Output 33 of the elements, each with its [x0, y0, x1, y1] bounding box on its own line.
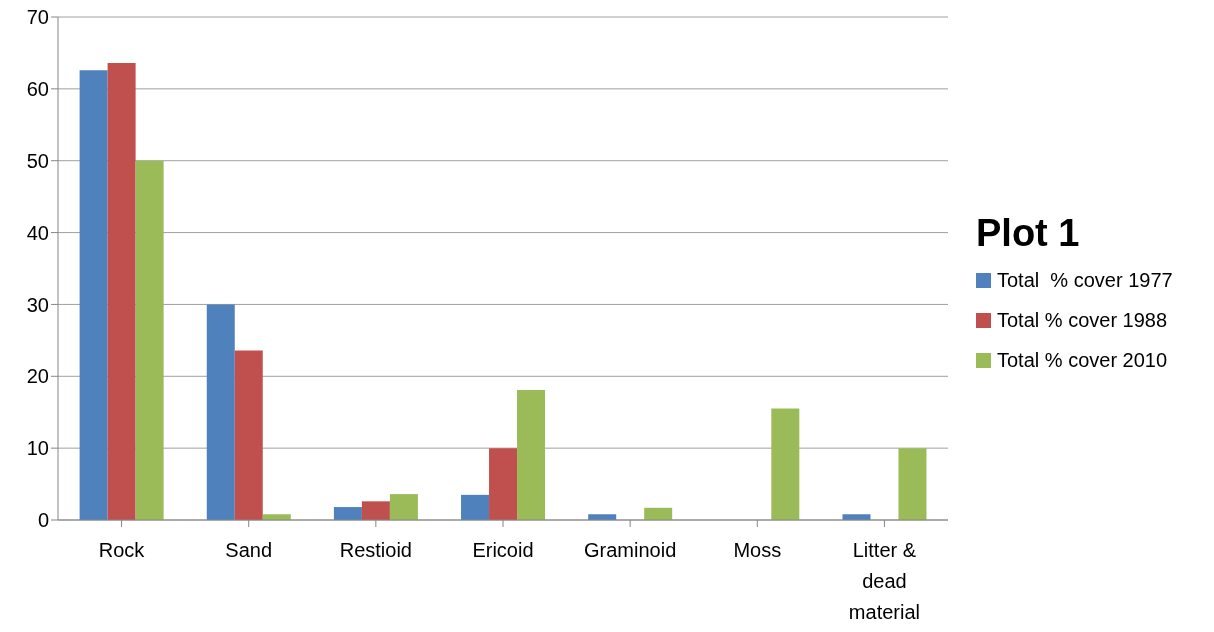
x-tick-label: Ericoid — [472, 539, 534, 561]
legend-label: Total % cover 1977 — [997, 268, 1173, 292]
y-tick-label: 10 — [26, 437, 49, 460]
bar — [206, 304, 235, 520]
bar — [234, 350, 263, 520]
y-tick-label: 40 — [26, 221, 49, 244]
y-tick-label: 30 — [26, 293, 49, 316]
bar — [517, 389, 546, 520]
legend-label: Total % cover 2010 — [997, 348, 1168, 372]
x-tick-label: Sand — [225, 539, 273, 561]
x-tick-label: Rock — [98, 539, 146, 561]
bar — [333, 507, 362, 520]
x-tick-label: Restioid — [339, 539, 412, 561]
y-tick-label: 60 — [26, 77, 49, 100]
y-tick-label: 70 — [26, 6, 49, 29]
bar — [107, 62, 136, 520]
bar — [461, 494, 490, 520]
y-tick-label: 20 — [26, 365, 49, 388]
y-tick-label: 0 — [37, 509, 49, 532]
bar — [771, 408, 800, 520]
legend-label: Total % cover 1988 — [997, 308, 1168, 332]
bar — [361, 501, 390, 520]
bar — [79, 70, 108, 520]
x-tick-label: Graminoid — [584, 539, 677, 561]
legend-title: Plot 1 — [976, 211, 1081, 255]
bar — [644, 507, 673, 520]
bar — [489, 448, 518, 520]
x-tick-label: Litter & dead material — [848, 539, 920, 623]
y-tick-label: 50 — [26, 149, 49, 172]
bar — [135, 160, 164, 520]
bar — [898, 448, 927, 520]
x-tick-label: Moss — [733, 539, 782, 561]
bar — [389, 494, 418, 520]
